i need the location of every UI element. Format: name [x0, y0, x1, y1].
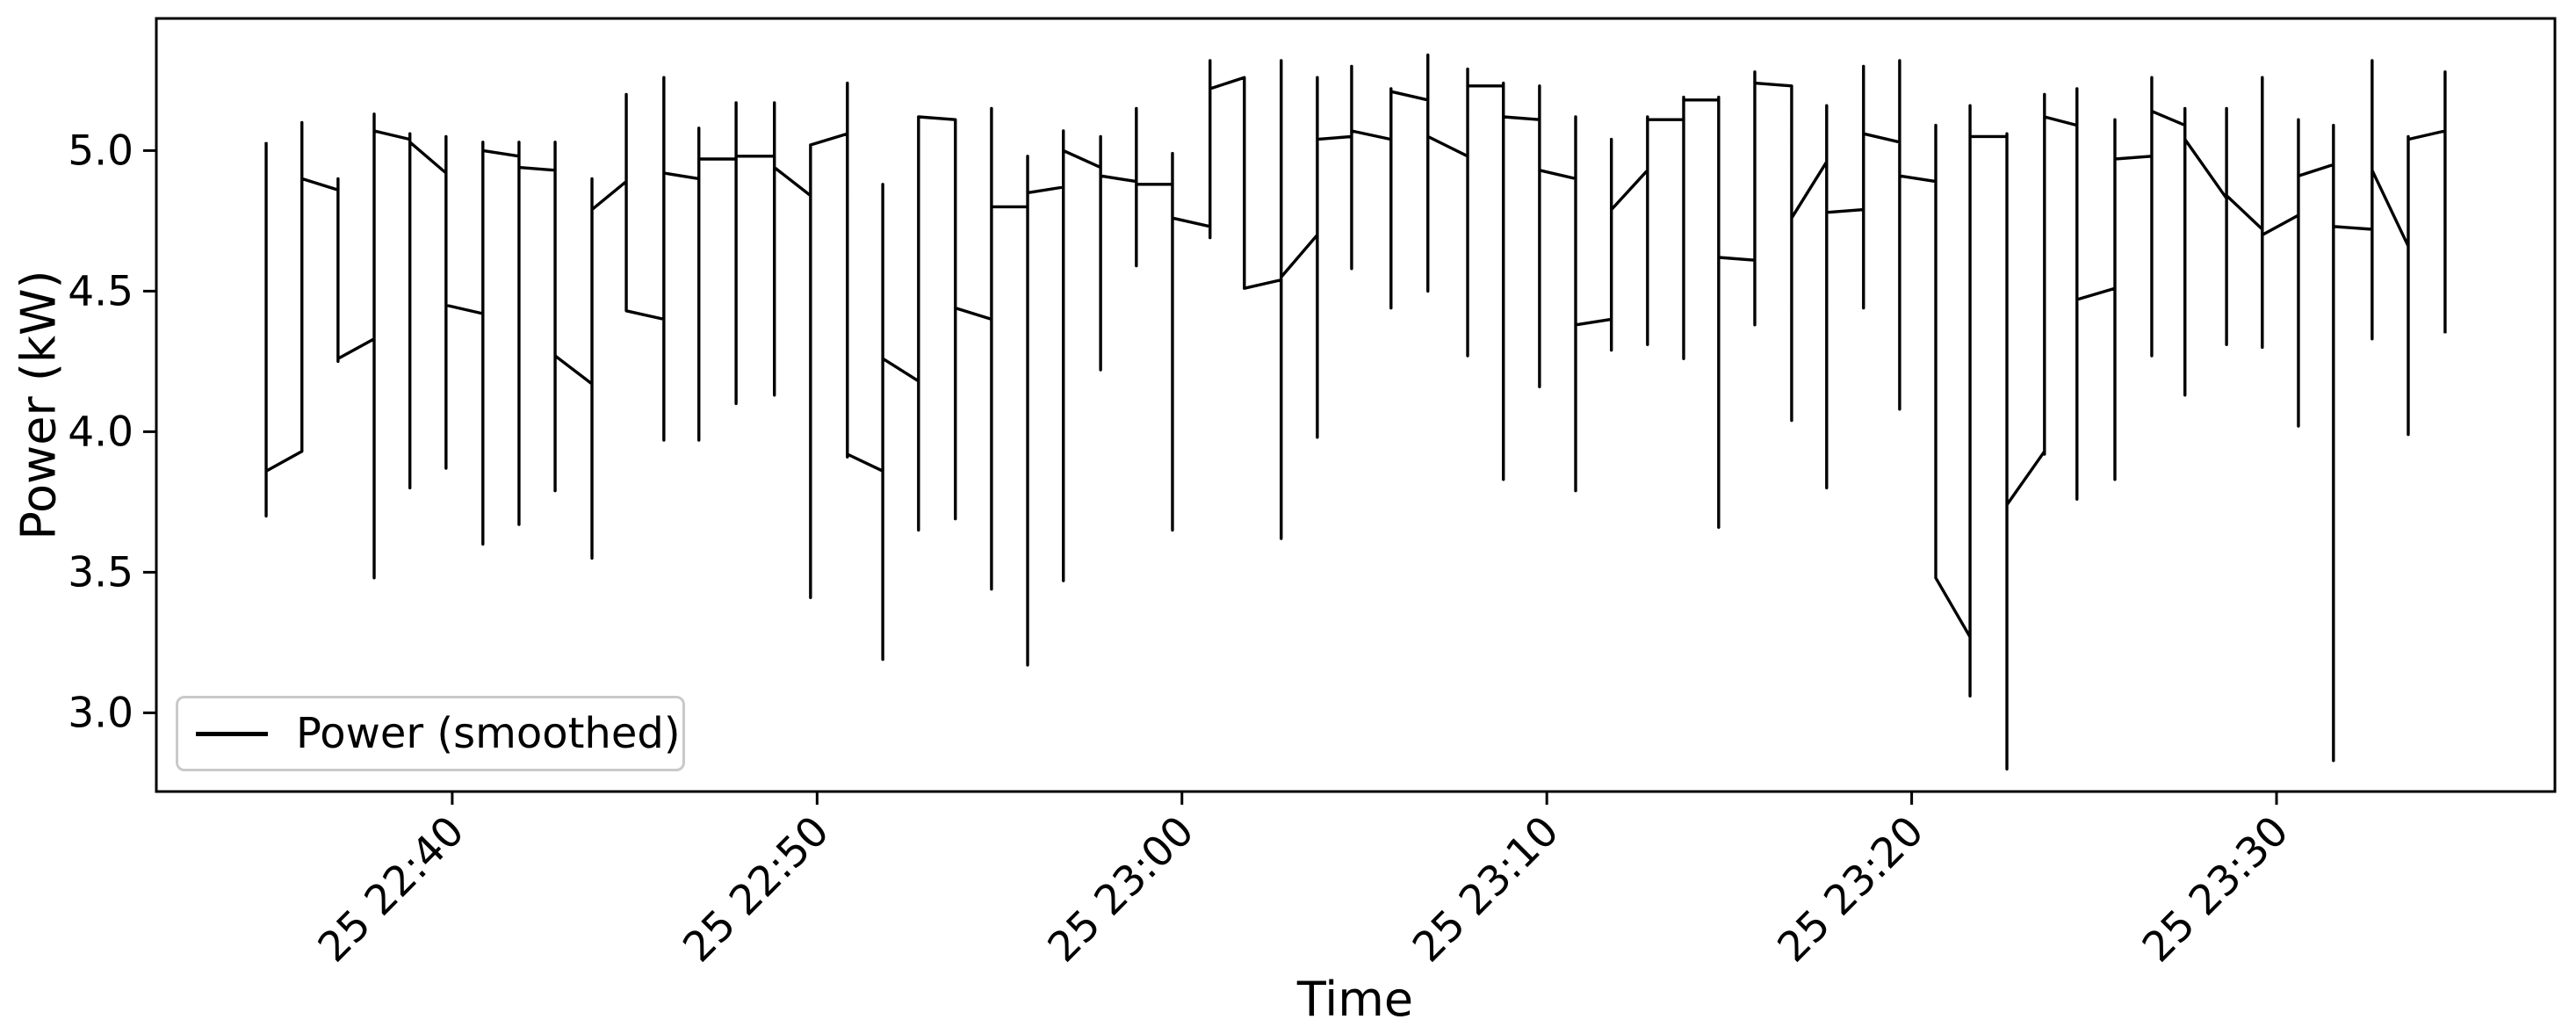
y-tick-label: 4.5 [68, 267, 133, 315]
x-tick-label: 25 23:30 [2133, 807, 2298, 973]
y-tick-label: 3.0 [68, 689, 133, 737]
y-tick-label: 3.5 [68, 548, 133, 597]
x-tick-label: 25 22:50 [674, 807, 839, 973]
y-tick-label: 5.0 [68, 127, 133, 175]
legend-label: Power (smoothed) [296, 709, 681, 758]
legend-line-sample [196, 731, 268, 736]
x-tick-label: 25 23:00 [1039, 807, 1204, 973]
power-smoothed-line [264, 53, 2447, 771]
y-axis-label: Power (kW) [11, 270, 67, 540]
legend: Power (smoothed) [176, 696, 685, 771]
y-tick-label: 4.0 [68, 408, 133, 456]
axes-frame [155, 17, 2557, 793]
x-axis-label: Time [1296, 972, 1414, 1027]
x-tick-label: 25 22:40 [309, 807, 474, 973]
x-tick-label: 25 23:20 [1769, 807, 1934, 973]
x-tick-label: 25 23:10 [1403, 807, 1569, 973]
